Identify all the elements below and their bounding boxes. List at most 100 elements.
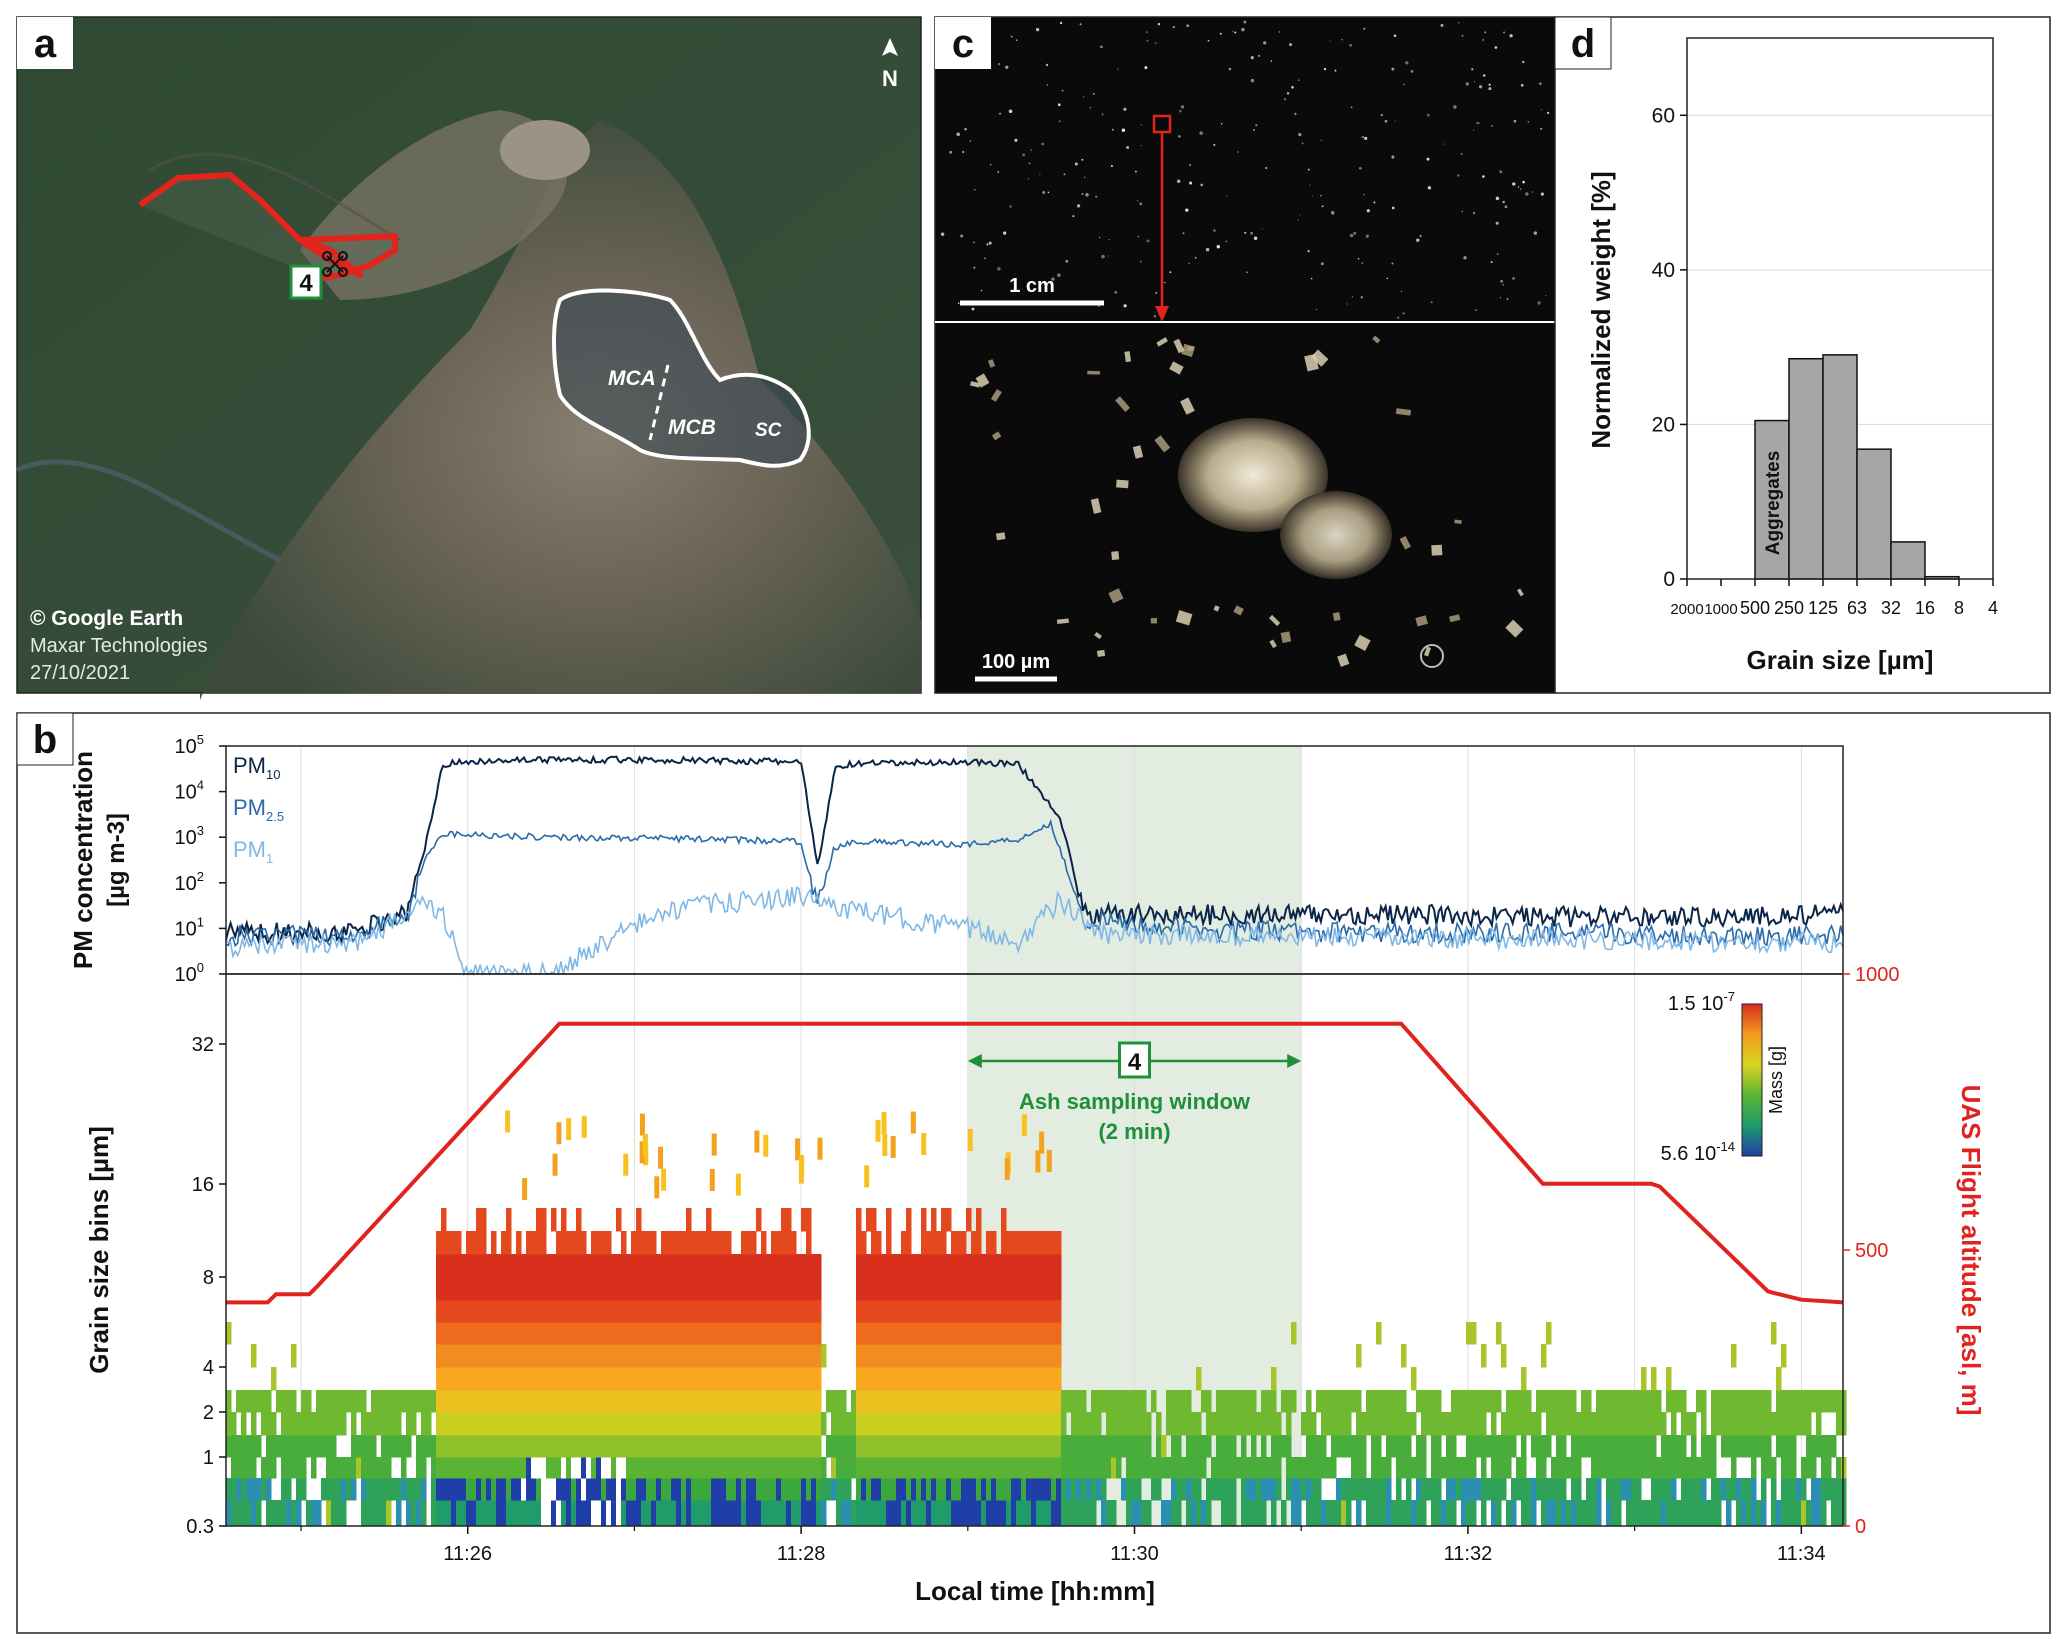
heatmap-cell — [816, 1322, 822, 1345]
heatmap-cell — [1226, 1500, 1232, 1527]
heatmap-cell — [1371, 1412, 1377, 1436]
heatmap-cell — [446, 1390, 452, 1413]
heatmap-cell — [711, 1412, 717, 1436]
heatmap-cell — [511, 1412, 517, 1436]
heatmap-cell — [1641, 1367, 1647, 1391]
heatmap-cell — [1346, 1500, 1352, 1527]
heatmap-cell — [621, 1300, 627, 1323]
ash-speck — [1110, 164, 1113, 168]
heatmap-cell — [1481, 1412, 1487, 1436]
heatmap-cell — [441, 1300, 447, 1323]
ash-fragment — [1181, 343, 1195, 358]
altitude-line — [226, 1021, 1844, 1305]
heatmap-cell — [1081, 1390, 1087, 1413]
heatmap-cell — [611, 1344, 617, 1368]
heatmap-cell — [311, 1457, 317, 1479]
heatmap-cell — [601, 1344, 607, 1368]
heatmap-cell — [906, 1322, 912, 1345]
heatmap-cell — [1571, 1500, 1577, 1527]
heatmap-cell — [676, 1322, 682, 1345]
heatmap-cell — [726, 1435, 732, 1458]
heatmap-cell — [626, 1344, 632, 1368]
heatmap-cell — [1011, 1344, 1017, 1368]
heatmap-cell — [1001, 1500, 1007, 1527]
heatmap-cell — [526, 1412, 532, 1436]
ash-speck — [1386, 277, 1389, 280]
heatmap-cell — [386, 1500, 392, 1527]
heatmap-cell — [1571, 1457, 1577, 1479]
heatmap-cell — [621, 1478, 627, 1501]
heatmap-cell — [1026, 1254, 1032, 1278]
heatmap-cell — [566, 1367, 572, 1391]
heatmap-cell — [1776, 1500, 1782, 1527]
heatmap-cell — [761, 1300, 767, 1323]
heatmap-cell — [581, 1367, 587, 1391]
heatmap-cell — [1586, 1412, 1592, 1436]
heatmap-cell — [991, 1277, 997, 1301]
heatmap-cell — [1346, 1390, 1352, 1413]
heatmap-cell — [1016, 1300, 1022, 1323]
heatmap-cell — [341, 1500, 347, 1527]
heatmap-cell — [511, 1457, 517, 1479]
heatmap-cell — [701, 1435, 707, 1458]
heatmap-cell — [761, 1277, 767, 1301]
heatmap-cell — [756, 1435, 762, 1458]
heatmap-cell — [1806, 1412, 1812, 1436]
heatmap-cell — [946, 1254, 952, 1278]
heatmap-cell — [416, 1435, 422, 1458]
ash-fragment — [1090, 498, 1102, 514]
heatmap-cell — [861, 1231, 867, 1255]
heatmap-cell — [526, 1478, 532, 1501]
heatmap-cell — [496, 1277, 502, 1301]
heatmap-cell — [851, 1435, 857, 1458]
heatmap-cell — [1591, 1435, 1597, 1458]
heatmap-cell — [1491, 1435, 1497, 1458]
heatmap-cell — [236, 1457, 242, 1479]
heatmap-cell — [991, 1231, 997, 1255]
heatmap-cell — [1421, 1390, 1427, 1413]
heatmap-cell — [1571, 1390, 1577, 1413]
heatmap-cell — [586, 1322, 592, 1345]
heatmap-cell — [971, 1254, 977, 1278]
heatmap-cell — [666, 1300, 672, 1323]
heatmap-cell — [1071, 1390, 1077, 1413]
heatmap-cell — [1036, 1367, 1042, 1391]
heatmap-cell — [1641, 1500, 1647, 1527]
heatmap-cell — [896, 1457, 902, 1479]
heatmap-cell — [1041, 1322, 1047, 1345]
heatmap-cell — [541, 1344, 547, 1368]
d-bar — [1890, 541, 1926, 580]
heatmap-cell — [1306, 1435, 1312, 1458]
heatmap-cell — [441, 1231, 447, 1255]
heatmap-cell — [796, 1435, 802, 1458]
heatmap-cell — [1766, 1390, 1772, 1413]
heatmap-cell — [1261, 1500, 1267, 1527]
heatmap-cell — [701, 1300, 707, 1323]
heatmap-cell — [1801, 1457, 1807, 1479]
heatmap-cell — [1826, 1457, 1832, 1479]
b-bottom-y-axis-label: Grain size bins [µm] — [84, 1126, 114, 1374]
heatmap-cell — [896, 1254, 902, 1278]
heatmap-cell — [601, 1322, 607, 1345]
heatmap-cell — [941, 1300, 947, 1323]
heatmap-cell — [626, 1390, 632, 1413]
heatmap-cell — [1361, 1457, 1367, 1479]
heatmap-cell — [531, 1300, 537, 1323]
heatmap-cell — [1736, 1435, 1742, 1458]
d-bar — [1754, 419, 1790, 580]
heatmap-cell — [1451, 1435, 1457, 1458]
heatmap-cell — [761, 1478, 767, 1501]
heatmap-cell — [1711, 1390, 1717, 1413]
heatmap-cell — [1031, 1412, 1037, 1436]
heatmap-cell — [1561, 1478, 1567, 1501]
heatmap-cell — [526, 1367, 532, 1391]
heatmap-cell — [1786, 1412, 1792, 1436]
heatmap-cell — [1041, 1500, 1047, 1527]
heatmap-cell — [681, 1435, 687, 1458]
heatmap-cell — [926, 1435, 932, 1458]
heatmap-cell — [1491, 1457, 1497, 1479]
heatmap-cell — [811, 1390, 817, 1413]
heatmap-cell — [556, 1435, 562, 1458]
heatmap-cell — [1001, 1435, 1007, 1458]
heatmap-cell — [381, 1478, 387, 1501]
